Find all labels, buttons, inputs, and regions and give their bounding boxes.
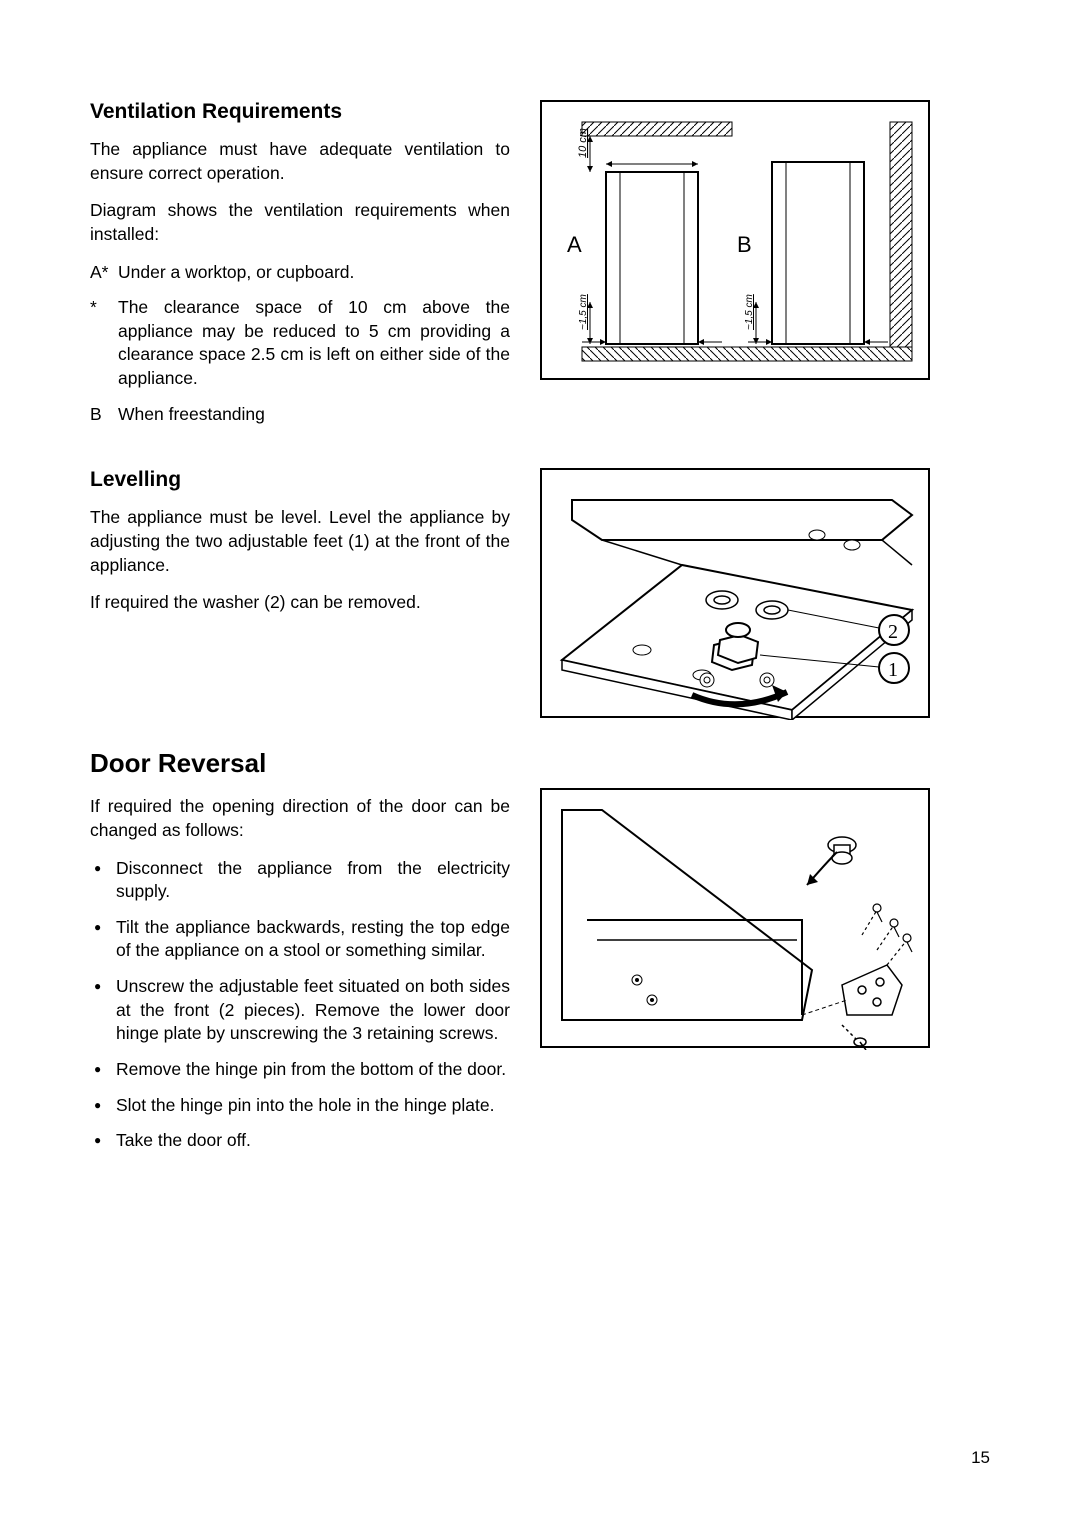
- levelling-diagram: 2 1: [540, 468, 930, 718]
- page-number: 15: [971, 1448, 990, 1468]
- ventilation-note: * The clearance space of 10 cm above the…: [90, 296, 510, 391]
- note-key: *: [90, 296, 118, 391]
- item-b-key: B: [90, 403, 118, 427]
- door-reversal-diagram-wrap: [540, 748, 930, 1048]
- vent-label-a: A: [567, 232, 582, 257]
- door-reversal-intro: If required the opening direction of the…: [90, 795, 510, 842]
- vent-label-b: B: [737, 232, 752, 257]
- levelling-text: Levelling The appliance must be level. L…: [90, 468, 540, 629]
- step-4: Remove the hinge pin from the bottom of …: [90, 1058, 510, 1082]
- door-reversal-steps: Disconnect the appliance from the electr…: [90, 857, 510, 1153]
- levelling-p1: The appliance must be level. Level the a…: [90, 506, 510, 577]
- callout-2: 2: [888, 621, 898, 643]
- door-reversal-heading: Door Reversal: [90, 748, 510, 779]
- step-1: Disconnect the appliance from the electr…: [90, 857, 510, 904]
- manual-page: Ventilation Requirements The appliance m…: [0, 0, 1080, 1528]
- door-reversal-diagram: [540, 788, 930, 1048]
- door-reversal-section: Door Reversal If required the opening di…: [90, 748, 990, 1165]
- item-b-val: When freestanding: [118, 403, 510, 427]
- ventilation-diagram: 10 cm ~1,5 cm: [540, 100, 930, 380]
- ventilation-section: Ventilation Requirements The appliance m…: [90, 100, 990, 438]
- ventilation-item-b: B When freestanding: [90, 403, 510, 427]
- ventilation-p1: The appliance must have adequate ventila…: [90, 138, 510, 185]
- item-a-key: A*: [90, 261, 118, 285]
- ventilation-text: Ventilation Requirements The appliance m…: [90, 100, 540, 438]
- levelling-p2: If required the washer (2) can be remove…: [90, 591, 510, 615]
- dim-1p5-right: ~1,5 cm: [744, 294, 755, 330]
- step-5: Slot the hinge pin into the hole in the …: [90, 1094, 510, 1118]
- ventilation-p2: Diagram shows the ventilation requiremen…: [90, 199, 510, 246]
- step-3: Unscrew the adjustable feet situated on …: [90, 975, 510, 1046]
- door-reversal-text: Door Reversal If required the opening di…: [90, 748, 540, 1165]
- levelling-section: Levelling The appliance must be level. L…: [90, 468, 990, 718]
- step-2: Tilt the appliance backwards, resting th…: [90, 916, 510, 963]
- note-val: The clearance space of 10 cm above the a…: [118, 296, 510, 391]
- step-6: Take the door off.: [90, 1129, 510, 1153]
- ventilation-item-a: A* Under a worktop, or cupboard.: [90, 261, 510, 285]
- callout-1: 1: [888, 659, 898, 681]
- dim-10cm: 10 cm: [577, 128, 589, 158]
- ventilation-diagram-wrap: 10 cm ~1,5 cm: [540, 100, 930, 380]
- dim-1p5-left: ~1,5 cm: [578, 294, 589, 330]
- levelling-diagram-wrap: 2 1: [540, 468, 930, 718]
- ventilation-heading: Ventilation Requirements: [90, 100, 510, 124]
- levelling-heading: Levelling: [90, 468, 510, 492]
- item-a-val: Under a worktop, or cupboard.: [118, 261, 510, 285]
